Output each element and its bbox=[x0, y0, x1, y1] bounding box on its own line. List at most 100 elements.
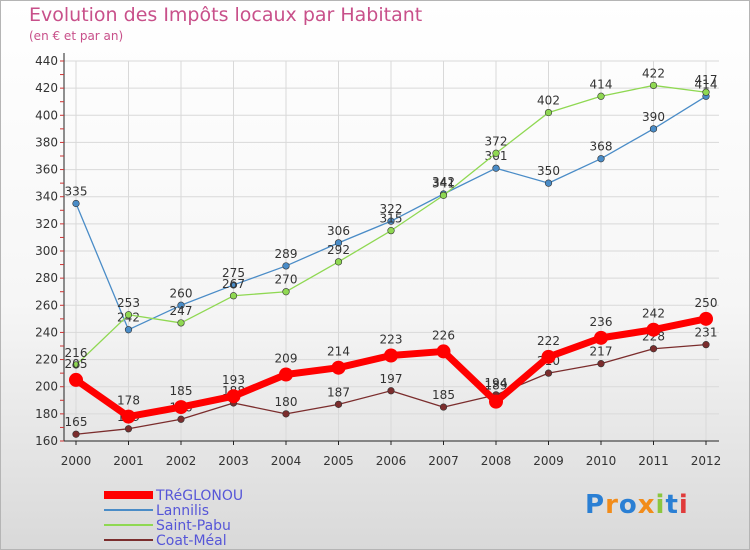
y-tick-label-260: 260 bbox=[35, 298, 58, 312]
data-label-saint-pabu-2004: 270 bbox=[275, 273, 298, 287]
data-point-coat-m-al-2005 bbox=[334, 400, 343, 408]
y-tick-label-280: 280 bbox=[35, 271, 58, 285]
data-label-tr-glonou-2004: 209 bbox=[275, 352, 298, 366]
data-label-tr-glonou-2001: 178 bbox=[117, 394, 140, 408]
data-label-tr-glonou-2006: 223 bbox=[380, 333, 403, 347]
data-point-lannilis-2001 bbox=[124, 326, 133, 334]
y-tick-label-380: 380 bbox=[35, 135, 58, 149]
data-point-coat-m-al-2011 bbox=[649, 345, 658, 353]
data-point-coat-m-al-2009 bbox=[544, 369, 553, 377]
proxiti-logo: Proxiti bbox=[585, 490, 689, 520]
x-tick-label-2012: 2012 bbox=[691, 454, 722, 468]
data-point-lannilis-2011 bbox=[649, 125, 658, 133]
data-label-tr-glonou-2009: 222 bbox=[537, 334, 560, 348]
data-point-coat-m-al-2012 bbox=[702, 341, 710, 349]
data-point-lannilis-2005 bbox=[334, 239, 343, 247]
legend-label-saint-pabu: Saint-Pabu bbox=[156, 518, 231, 534]
data-label-coat-m-al-2004: 180 bbox=[275, 395, 298, 409]
data-point-tr-glonou-2012 bbox=[699, 311, 713, 326]
data-label-lannilis-2011: 390 bbox=[642, 110, 665, 124]
data-label-lannilis-2002: 260 bbox=[170, 286, 193, 300]
logo-letter: o bbox=[618, 490, 638, 520]
x-tick-label-2005: 2005 bbox=[323, 454, 354, 468]
x-tick-label-2009: 2009 bbox=[533, 454, 564, 468]
data-point-coat-m-al-2000 bbox=[72, 430, 80, 438]
data-point-tr-glonou-2002 bbox=[174, 400, 188, 415]
data-point-tr-glonou-2006 bbox=[384, 348, 398, 363]
y-tick-label-200: 200 bbox=[35, 380, 58, 394]
x-tick-label-2000: 2000 bbox=[61, 454, 92, 468]
data-label-tr-glonou-2000: 205 bbox=[65, 357, 88, 371]
data-label-coat-m-al-2007: 185 bbox=[432, 388, 455, 402]
data-point-tr-glonou-2010 bbox=[594, 330, 608, 345]
data-label-coat-m-al-2006: 197 bbox=[380, 372, 403, 386]
data-label-saint-pabu-2006: 315 bbox=[380, 212, 403, 226]
data-label-coat-m-al-2005: 187 bbox=[327, 385, 350, 399]
data-label-saint-pabu-2012: 417 bbox=[695, 73, 718, 87]
data-label-saint-pabu-2007: 341 bbox=[432, 176, 455, 190]
data-label-saint-pabu-2001: 253 bbox=[117, 296, 140, 310]
data-label-coat-m-al-2010: 217 bbox=[590, 345, 613, 359]
x-tick-label-2008: 2008 bbox=[481, 454, 512, 468]
data-point-coat-m-al-2007 bbox=[439, 403, 448, 411]
data-label-saint-pabu-2000: 216 bbox=[65, 346, 88, 360]
data-point-saint-pabu-2004 bbox=[282, 288, 290, 296]
data-point-saint-pabu-2001 bbox=[124, 311, 133, 319]
data-point-saint-pabu-2000 bbox=[72, 361, 80, 369]
data-label-lannilis-2003: 275 bbox=[222, 266, 245, 280]
data-label-tr-glonou-2007: 226 bbox=[432, 328, 455, 342]
x-tick-label-2001: 2001 bbox=[113, 454, 144, 468]
y-tick-label-240: 240 bbox=[35, 325, 58, 339]
data-label-lannilis-2005: 306 bbox=[327, 224, 350, 238]
data-label-saint-pabu-2005: 292 bbox=[327, 243, 350, 257]
data-label-tr-glonou-2002: 185 bbox=[170, 384, 193, 398]
y-tick-label-440: 440 bbox=[35, 54, 58, 68]
legend-label-tr-glonou: TRéGLONOU bbox=[155, 488, 243, 504]
data-label-saint-pabu-2002: 247 bbox=[170, 304, 193, 318]
data-label-saint-pabu-2009: 402 bbox=[537, 94, 560, 108]
data-label-tr-glonou-2011: 242 bbox=[642, 307, 665, 321]
legend-label-coat-m-al: Coat-Méal bbox=[156, 533, 227, 549]
data-point-lannilis-2004 bbox=[282, 262, 290, 270]
y-tick-label-320: 320 bbox=[35, 217, 58, 231]
x-tick-label-2004: 2004 bbox=[271, 454, 302, 468]
data-label-lannilis-2006: 322 bbox=[380, 202, 403, 216]
data-label-lannilis-2000: 335 bbox=[65, 185, 88, 199]
x-tick-label-2002: 2002 bbox=[166, 454, 197, 468]
data-point-coat-m-al-2006 bbox=[387, 387, 395, 395]
x-tick-label-2011: 2011 bbox=[638, 454, 669, 468]
data-point-tr-glonou-2007 bbox=[436, 344, 451, 359]
data-point-lannilis-2009 bbox=[544, 179, 553, 187]
data-label-saint-pabu-2008: 372 bbox=[485, 134, 508, 148]
data-label-saint-pabu-2010: 414 bbox=[590, 77, 613, 91]
x-tick-label-2006: 2006 bbox=[376, 454, 407, 468]
data-point-lannilis-2003 bbox=[229, 281, 238, 289]
data-label-coat-m-al-2012: 231 bbox=[695, 326, 718, 340]
data-label-saint-pabu-2011: 422 bbox=[642, 66, 665, 80]
x-tick-label-2003: 2003 bbox=[218, 454, 249, 468]
data-point-saint-pabu-2002 bbox=[177, 319, 185, 327]
data-label-tr-glonou-2005: 214 bbox=[327, 345, 350, 359]
data-point-tr-glonou-2004 bbox=[279, 367, 293, 382]
y-tick-label-360: 360 bbox=[35, 163, 58, 177]
data-label-saint-pabu-2003: 267 bbox=[222, 277, 245, 291]
data-point-tr-glonou-2000 bbox=[69, 372, 83, 387]
y-tick-label-340: 340 bbox=[35, 190, 58, 204]
data-label-tr-glonou-2003: 193 bbox=[222, 373, 245, 387]
data-label-lannilis-2004: 289 bbox=[275, 247, 298, 261]
logo-letter: t bbox=[665, 490, 679, 520]
data-label-tr-glonou-2008: 189 bbox=[485, 379, 508, 393]
data-label-tr-glonou-2012: 250 bbox=[695, 296, 718, 310]
chart-title: Evolution des Impôts locaux par Habitant bbox=[29, 4, 423, 26]
data-point-coat-m-al-2002 bbox=[177, 415, 185, 423]
x-tick-label-2010: 2010 bbox=[586, 454, 617, 468]
data-point-tr-glonou-2011 bbox=[646, 322, 661, 337]
y-tick-label-180: 180 bbox=[35, 407, 58, 421]
data-point-saint-pabu-2010 bbox=[597, 92, 605, 100]
data-point-tr-glonou-2008 bbox=[489, 394, 503, 409]
y-tick-label-160: 160 bbox=[35, 434, 58, 448]
data-point-tr-glonou-2009 bbox=[541, 349, 556, 364]
y-tick-label-400: 400 bbox=[35, 108, 58, 122]
